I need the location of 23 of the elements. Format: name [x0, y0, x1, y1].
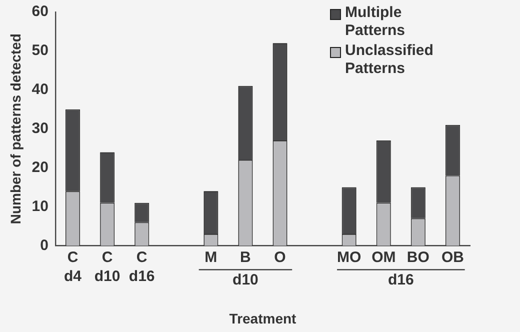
legend-label: Unclassified Patterns — [345, 42, 434, 78]
y-tick-label: 60 — [32, 3, 48, 20]
y-axis-title: Number of patterns detected — [7, 34, 24, 224]
x-tick-label: C d4 — [64, 249, 82, 285]
x-tick-label: OM — [372, 249, 396, 266]
y-tick-label: 20 — [32, 158, 48, 176]
legend-label: Multiple Patterns — [345, 4, 406, 40]
x-tick-label: M — [204, 249, 218, 266]
y-tick-label: 0 — [40, 236, 48, 254]
x-tick-label: C d16 — [128, 249, 155, 285]
y-tick-label: 10 — [32, 198, 48, 215]
x-axis-title: Treatment — [229, 310, 297, 326]
x-tick-label: OB — [441, 249, 464, 266]
text: d10 — [232, 271, 258, 288]
x-tick-label: MO — [337, 249, 362, 266]
x-tick-label: BO — [406, 249, 430, 266]
x-tick-label: O — [274, 249, 286, 266]
y-tick-label: 30 — [32, 120, 48, 137]
y-tick-label: 40 — [32, 81, 48, 98]
y-tick-label: 50 — [32, 42, 48, 60]
x-tick-label: C d10 — [94, 249, 120, 285]
x-tick-label: B — [240, 249, 252, 266]
text: d16 — [388, 271, 414, 288]
